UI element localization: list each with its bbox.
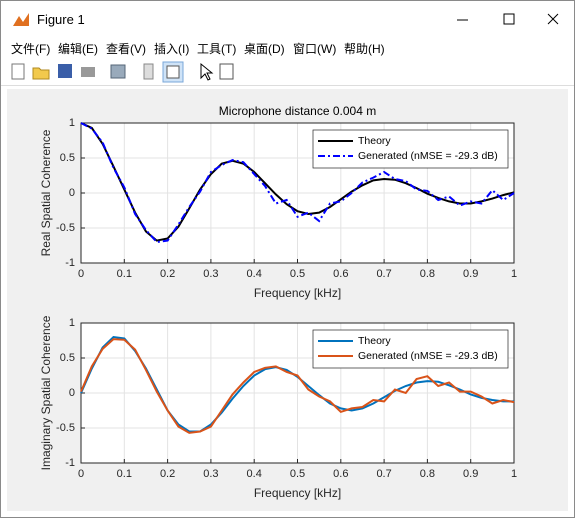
x-tick-label: 0.8 <box>420 268 435 280</box>
figure-area: 0 0.1 0.2 0.3 0.4 0.5 0.6 0.7 0.8 0.9 1 -1 -0.5 0 0.5 1… <box>7 89 568 511</box>
legend-label: Theory <box>358 135 391 147</box>
x-tick-label: 0.5 <box>290 468 305 480</box>
figure: 0 0.1 0.2 0.3 0.4 0.5 0.6 0.7 0.8 0.9 1 -1 -0.5 0 0.5 1… <box>39 104 517 500</box>
y-axis-label: Real Spatial Coherence <box>39 129 53 256</box>
x-tick-label: 0.4 <box>247 268 262 280</box>
x-tick-label: 0.7 <box>376 268 391 280</box>
x-tick-label: 0.9 <box>463 268 478 280</box>
x-tick-label: 0 <box>78 268 84 280</box>
y-tick-label: -0.5 <box>56 222 75 234</box>
menu-item[interactable]: 桌面(D) <box>244 42 285 56</box>
window-title: Figure 1 <box>37 12 85 27</box>
x-tick-label: 1 <box>511 268 517 280</box>
x-tick-label: 0.7 <box>376 468 391 480</box>
x-tick-label: 0.3 <box>203 268 218 280</box>
y-tick-label: 1 <box>69 117 75 129</box>
menu-item[interactable]: 窗口(W) <box>293 42 337 56</box>
x-tick-label: 0.2 <box>160 268 175 280</box>
menu-item[interactable]: 工具(T) <box>197 42 237 56</box>
x-tick-label: 1 <box>511 468 517 480</box>
x-tick-label: 0.1 <box>117 268 132 280</box>
x-tick-label: 0.1 <box>117 468 132 480</box>
x-tick-label: 0.2 <box>160 468 175 480</box>
menu-item[interactable]: 文件(F) <box>11 42 51 56</box>
window-controls[interactable] <box>444 1 574 37</box>
x-axis-label: Frequency [kHz] <box>254 286 341 300</box>
chart-title: Microphone distance 0.004 m <box>219 104 376 118</box>
y-tick-label: 0.5 <box>60 152 75 164</box>
toolbar <box>1 59 574 86</box>
legend-label: Theory <box>358 335 391 347</box>
x-tick-label: 0.5 <box>290 268 305 280</box>
x-tick-label: 0.6 <box>333 468 348 480</box>
menu-item[interactable]: 查看(V) <box>106 42 146 56</box>
y-tick-label: 0 <box>69 187 75 199</box>
y-tick-label: 1 <box>69 317 75 329</box>
data-line <box>80 338 515 434</box>
menu-item[interactable]: 帮助(H) <box>344 42 385 56</box>
legend-box <box>312 129 509 169</box>
legend-label: Generated (nMSE = -29.3 dB) <box>358 150 498 162</box>
y-tick-label: -1 <box>65 257 75 269</box>
x-tick-label: 0.8 <box>420 468 435 480</box>
y-tick-label: -1 <box>65 457 75 469</box>
legend-box <box>312 329 509 369</box>
data-line <box>80 122 515 244</box>
legend-label: Generated (nMSE = -29.3 dB) <box>358 350 498 362</box>
title-bar: Figure 1 <box>1 1 574 37</box>
x-tick-label: 0.6 <box>333 268 348 280</box>
menu-item[interactable]: 编辑(E) <box>58 42 98 56</box>
y-tick-label: -0.5 <box>56 422 75 434</box>
x-axis-label: Frequency [kHz] <box>254 486 341 500</box>
x-tick-label: 0.9 <box>463 468 478 480</box>
x-tick-label: 0.3 <box>203 468 218 480</box>
x-tick-label: 0 <box>78 468 84 480</box>
menu-bar: 文件(F) 编辑(E) 查看(V) 插入(I) 工具(T) 桌面(D) 窗口(W) 帮助(H) <box>1 37 574 59</box>
app-icon <box>13 13 29 26</box>
x-tick-label: 0.4 <box>247 468 262 480</box>
toolbar-icons[interactable] <box>1 59 241 85</box>
y-tick-label: 0 <box>69 387 75 399</box>
menu-item[interactable]: 插入(I) <box>154 42 190 56</box>
y-axis-label: Imaginary Spatial Coherence <box>39 315 53 470</box>
y-tick-label: 0.5 <box>60 352 75 364</box>
